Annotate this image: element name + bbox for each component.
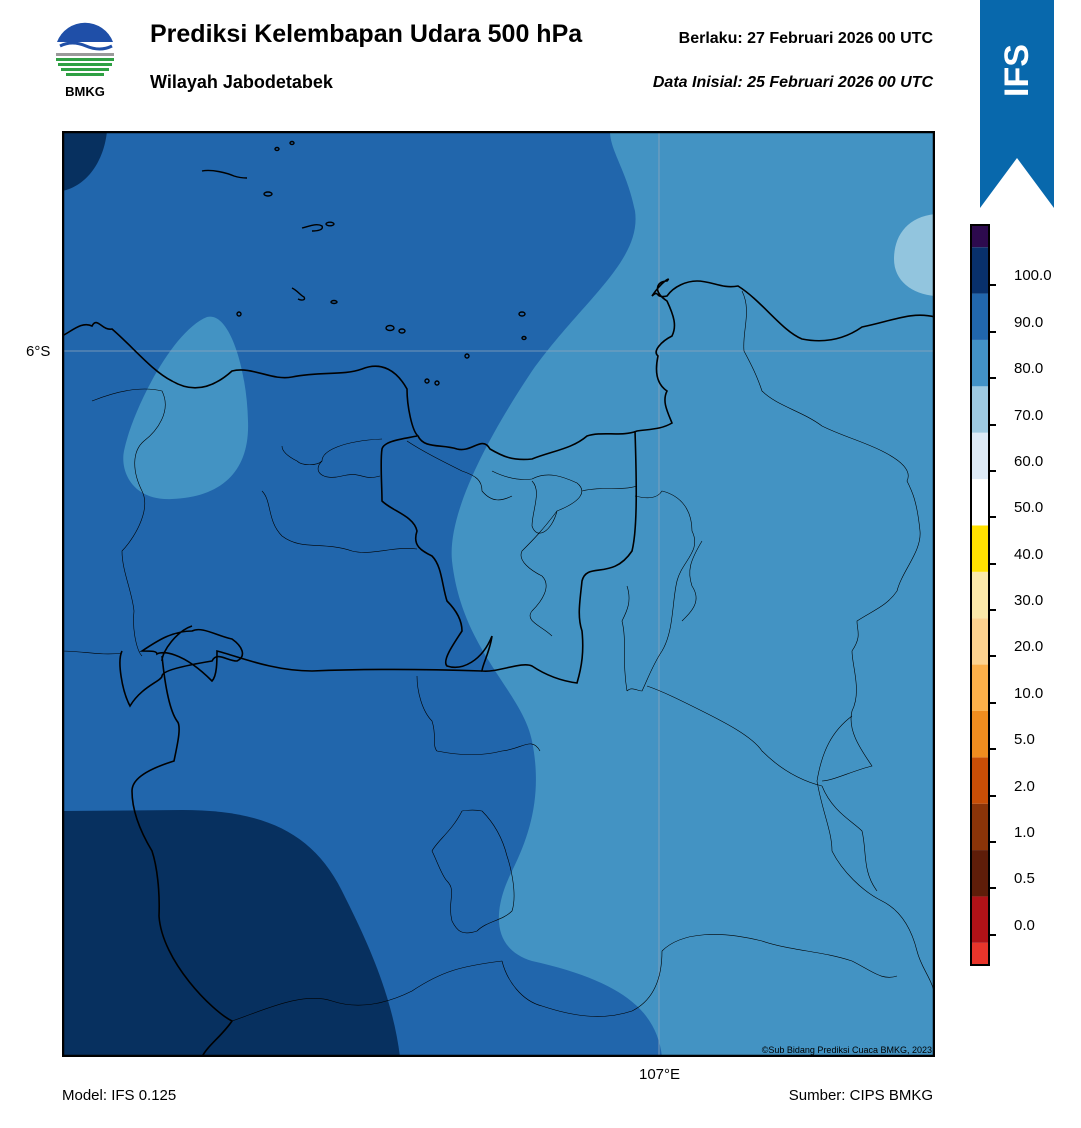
map-subtitle: Wilayah Jabodetabek	[150, 72, 333, 92]
colorbar-tick	[990, 887, 996, 890]
latitude-label: 6°S	[26, 343, 51, 360]
colorbar-tick	[990, 377, 996, 380]
colorbar-tick	[990, 655, 996, 658]
colorbar-label: 30.0	[1014, 592, 1044, 609]
colorbar-segment	[970, 896, 990, 943]
map-credit: ©Sub Bidang Prediksi Cuaca BMKG, 2023	[762, 1045, 932, 1055]
model-label: Model: IFS 0.125	[62, 1087, 177, 1104]
province-boundary-west	[119, 625, 483, 1057]
map-frame	[62, 131, 935, 1057]
shade-60-70	[894, 214, 935, 296]
colorbar-segment	[970, 757, 990, 804]
colorbar-segment	[970, 618, 990, 665]
shade-90-100-sw	[62, 810, 400, 1057]
colorbar-segment	[970, 247, 990, 294]
map-title: Prediksi Kelembapan Udara 500 hPa	[150, 20, 583, 48]
colorbar-segment	[970, 571, 990, 619]
colorbar-tick	[990, 609, 996, 611]
colorbar-label: 5.0	[1014, 731, 1035, 749]
colorbar-tick	[990, 284, 996, 287]
ifs-badge-text: IFS	[980, 30, 1054, 110]
colorbar-tick	[990, 469, 996, 472]
colorbar-segment	[970, 803, 990, 851]
colorbar-segment	[970, 479, 990, 526]
colorbar-frame	[970, 224, 990, 966]
coastline	[62, 278, 935, 461]
colorbar-segment	[970, 339, 990, 387]
colorbar-segment	[970, 224, 990, 248]
shade-90-100-nw	[62, 131, 107, 191]
colorbar-label: 0.5	[1014, 870, 1035, 888]
colorbar-label: 70.0	[1014, 406, 1044, 424]
logo-text: BMKG	[65, 84, 105, 99]
colorbar-tick	[990, 840, 996, 843]
colorbar-segment	[970, 386, 990, 433]
colorbar-tick	[990, 516, 996, 519]
ifs-badge-label: IFS	[997, 43, 1036, 97]
colorbar-segment	[970, 664, 990, 711]
thousand-islands	[201, 140, 527, 386]
province-boundary	[380, 430, 638, 684]
colorbar-tick	[990, 423, 996, 426]
initial-time: Data Inisial: 25 Februari 2026 00 UTC	[652, 74, 933, 91]
colorbar-tick	[990, 794, 996, 797]
ifs-banner	[980, 0, 1054, 208]
colorbar-label: 20.0	[1014, 638, 1044, 656]
colorbar-segment	[970, 850, 990, 897]
colorbar-tick	[990, 933, 996, 936]
colorbar-tick	[990, 748, 996, 751]
colorbar-label: 10.0	[1014, 684, 1044, 702]
humidity-map: ©Sub Bidang Prediksi Cuaca BMKG, 2023	[62, 131, 935, 1057]
colorbar-label: 80.0	[1014, 360, 1044, 378]
shade-70-80-west	[123, 316, 249, 500]
colorbar-label: 2.0	[1014, 777, 1035, 795]
source-label: Sumber: CIPS BMKG	[788, 1087, 933, 1104]
colorbar-label: 0.0	[1014, 916, 1035, 934]
colorbar	[970, 224, 990, 966]
colorbar-label: 90.0	[1014, 313, 1044, 331]
colorbar-label: 60.0	[1014, 452, 1044, 470]
colorbar-segment	[970, 942, 990, 966]
colorbar-label: 50.0	[1014, 499, 1044, 517]
colorbar-label: 1.0	[1014, 823, 1035, 841]
shade-70-80	[451, 131, 935, 1057]
colorbar-tick	[990, 562, 996, 565]
colorbar-tick	[990, 330, 996, 333]
colorbar-segment	[970, 432, 990, 480]
regency-boundaries	[62, 290, 935, 1022]
colorbar-segment	[970, 293, 990, 340]
colorbar-label: 100.0	[1014, 267, 1052, 285]
valid-time: Berlaku: 27 Februari 2026 00 UTC	[678, 30, 933, 47]
longitude-label: 107°E	[639, 1066, 681, 1083]
colorbar-tick	[990, 701, 996, 704]
colorbar-label: 40.0	[1014, 545, 1044, 563]
colorbar-segment	[970, 525, 990, 572]
colorbar-segment	[970, 710, 990, 758]
bmkg-logo	[55, 22, 115, 82]
